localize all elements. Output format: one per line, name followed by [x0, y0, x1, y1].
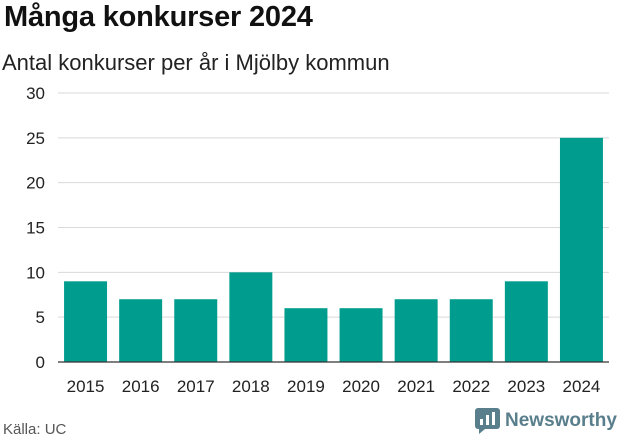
bar — [394, 299, 438, 362]
y-tick-label: 10 — [26, 263, 45, 282]
y-tick-label: 0 — [36, 353, 45, 372]
bar — [339, 308, 383, 362]
x-tick-label: 2015 — [67, 377, 105, 396]
chart-title: Många konkurser 2024 — [4, 1, 313, 33]
bar — [64, 281, 108, 362]
x-tick-label: 2016 — [122, 377, 160, 396]
chart-subtitle: Antal konkurser per år i Mjölby kommun — [2, 50, 390, 75]
bar — [119, 299, 163, 362]
x-tick-label: 2019 — [287, 377, 325, 396]
bar — [449, 299, 493, 362]
y-tick-label: 25 — [26, 129, 45, 148]
x-axis-ticks: 2015 2016 2017 2018 2019 2020 2021 2022 2023 2024 — [67, 377, 601, 396]
y-axis-ticks: 0 5 10 15 20 25 30 — [26, 84, 45, 372]
x-tick-label: 2017 — [177, 377, 215, 396]
x-tick-label: 2023 — [507, 377, 545, 396]
x-tick-label: 2018 — [232, 377, 270, 396]
bars — [64, 137, 603, 362]
x-tick-label: 2020 — [342, 377, 380, 396]
newsworthy-chart-icon — [475, 408, 500, 434]
source-note: Källa: UC — [3, 421, 67, 438]
bar — [174, 299, 218, 362]
x-tick-label: 2024 — [563, 377, 601, 396]
bar — [284, 308, 328, 362]
bar — [229, 272, 273, 362]
brand-name: Newsworthy — [505, 410, 617, 431]
y-tick-label: 30 — [26, 84, 45, 103]
y-tick-label: 5 — [36, 308, 45, 327]
x-tick-label: 2022 — [452, 377, 490, 396]
bar — [559, 137, 603, 362]
y-tick-label: 20 — [26, 174, 45, 193]
newsworthy-logo: Newsworthy — [475, 408, 617, 434]
y-tick-label: 15 — [26, 219, 45, 238]
bar — [504, 281, 548, 362]
x-tick-label: 2021 — [397, 377, 435, 396]
